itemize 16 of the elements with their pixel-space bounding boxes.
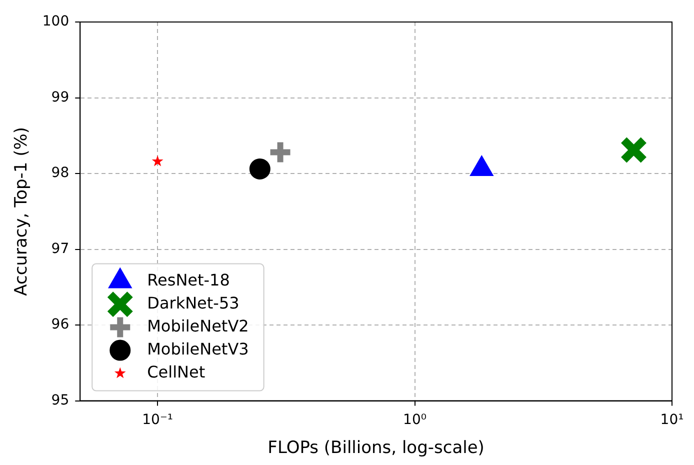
- y-tick-label: 98: [51, 165, 70, 182]
- y-tick-label: 96: [51, 316, 70, 333]
- legend-label: DarkNet-53: [147, 293, 240, 312]
- y-tick-label: 99: [51, 89, 70, 106]
- legend-label: MobileNetV3: [147, 339, 249, 358]
- legend-label: MobileNetV2: [147, 316, 249, 336]
- legend-label: ResNet-18: [147, 270, 230, 290]
- legend-label: CellNet: [147, 362, 206, 382]
- x-axis-title: FLOPs (Billions, log-scale): [268, 438, 484, 458]
- x-tick-label: 10¹: [660, 412, 684, 428]
- y-tick-label: 97: [51, 240, 70, 257]
- x-tick-label: 10⁻¹: [142, 412, 173, 428]
- y-tick-label: 100: [42, 14, 70, 30]
- y-axis-title: Accuracy, Top-1 (%): [12, 126, 32, 296]
- x-tick-label: 10⁰: [403, 412, 427, 428]
- y-tick-label: 95: [51, 392, 70, 408]
